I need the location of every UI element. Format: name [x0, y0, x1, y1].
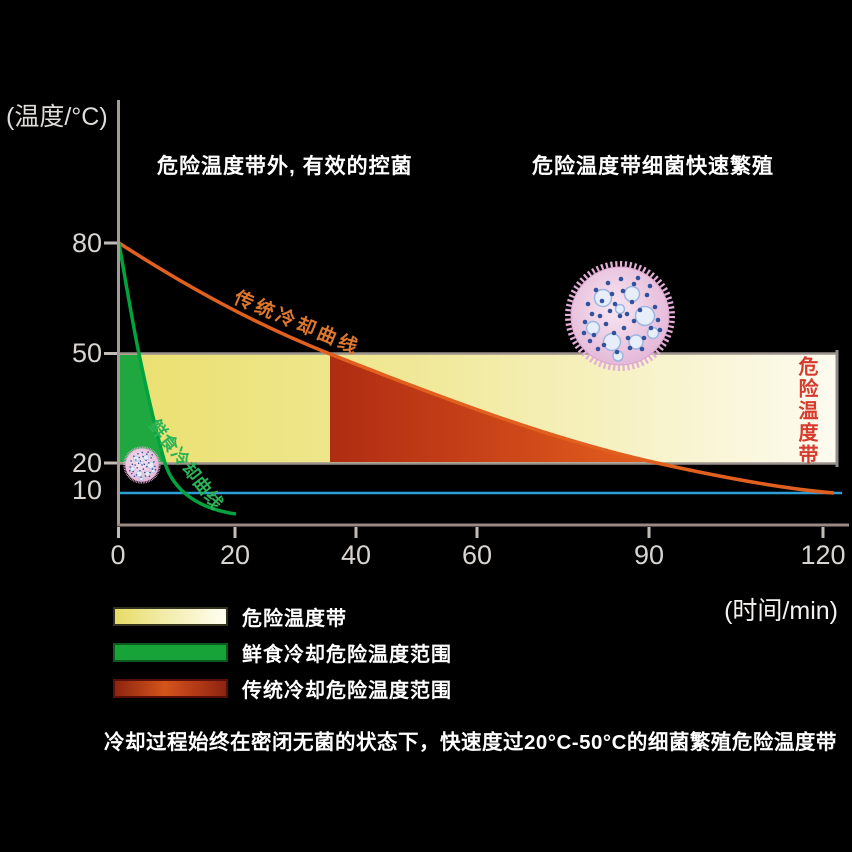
- legend-swatch-danger-band: [113, 607, 228, 626]
- bottom-caption: 冷却过程始终在密闭无菌的状态下，快速度过20°C-50°C的细菌繁殖危险温度带: [104, 731, 837, 754]
- danger-band-vertical-label: 危险温度带: [795, 356, 817, 466]
- bacteria-small-icon: [123, 446, 161, 484]
- y-tick-50: 50: [71, 338, 102, 368]
- legend-item-fresh-range: 鲜食冷却危险温度范围: [113, 638, 452, 667]
- x-tick-60: 60: [461, 540, 493, 570]
- x-axis-ticks: [117, 527, 825, 538]
- legend-item-danger-band: 危险温度带: [113, 602, 347, 631]
- y-tick-10: 10: [71, 475, 102, 505]
- legend-label: 鲜食冷却危险温度范围: [242, 644, 452, 666]
- legend-label: 危险温度带: [242, 608, 347, 630]
- traditional-cooling-curve: [118, 241, 835, 495]
- fresh-cooling-curve: [117, 242, 237, 516]
- x-tick-40: 40: [340, 540, 372, 570]
- y-axis-ticks: [104, 241, 117, 465]
- annotation-danger-zone: 危险温度带细菌快速繁殖: [532, 155, 774, 178]
- legend-item-traditional-range: 传统冷却危险温度范围: [113, 674, 452, 703]
- fresh-cooling-danger-fill: [119, 355, 165, 462]
- y-axis-title: (温度/°C): [6, 103, 108, 131]
- x-axis-title: (时间/min): [724, 597, 838, 625]
- x-tick-90: 90: [633, 540, 665, 570]
- y-tick-80: 80: [71, 228, 102, 258]
- x-tick-120: 120: [800, 540, 846, 570]
- x-tick-20: 20: [219, 540, 251, 570]
- legend-label: 传统冷却危险温度范围: [242, 680, 452, 702]
- legend-swatch-fresh-range: [113, 643, 228, 662]
- traditional-cooling-danger-fill: [330, 355, 657, 462]
- annotation-controlled-zone: 危险温度带外, 有效的控菌: [157, 155, 413, 178]
- legend-swatch-traditional-range: [113, 679, 228, 698]
- y-tick-20: 20: [71, 448, 102, 478]
- x-tick-0: 0: [110, 540, 126, 570]
